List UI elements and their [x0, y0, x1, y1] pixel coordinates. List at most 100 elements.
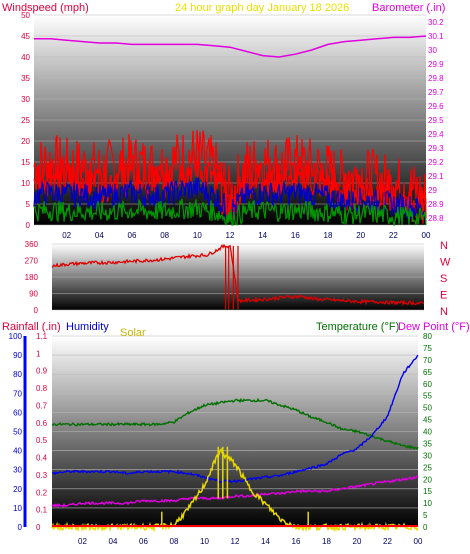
rain-axis-tick: 0.8 [36, 384, 48, 393]
wind-axis-tick: 15 [21, 158, 30, 167]
temperature-line [51, 397, 419, 451]
wind-series [33, 35, 427, 227]
temperature-axis-tick: 30 [423, 451, 432, 460]
time-axis-tick: 12 [226, 231, 235, 240]
time-axis-tick: 04 [109, 537, 118, 546]
wind-axis-tick: 45 [21, 32, 30, 41]
bottom-series [51, 354, 419, 533]
temperature-axis-tick: 20 [423, 475, 432, 484]
time-axis-tick: 20 [353, 537, 362, 546]
time-axis-tick: 08 [170, 537, 179, 546]
barometer-axis-tick: 30.2 [428, 18, 444, 27]
temperature-axis-tick: 10 [423, 499, 432, 508]
compass-label: E [440, 290, 447, 302]
temperature-axis-tick: 70 [423, 356, 432, 365]
rain-axis-tick: 1.1 [36, 332, 48, 341]
wind-axis-tick: 25 [21, 116, 30, 125]
temperature-axis-tick: 50 [423, 404, 432, 413]
time-axis-tick: 18 [322, 537, 331, 546]
barometer-axis-tick: 29.1 [428, 172, 444, 181]
windspeed-label: Windspeed (mph) [2, 2, 89, 14]
graph-title: 24 hour graph day January 18 2026 [175, 2, 349, 14]
barometer-axis-tick: 28.9 [428, 200, 444, 209]
barometer-axis-tick: 29.8 [428, 74, 444, 83]
direction-axis-tick: 360 [25, 240, 39, 249]
humidity-axis-tick: 10 [13, 504, 22, 513]
time-axis-tick: 10 [193, 231, 202, 240]
barometer-axis-tick: 29 [428, 186, 437, 195]
humidity-axis-tick: 0 [18, 523, 23, 532]
humidity-line [51, 354, 419, 484]
rain-axis-tick: 0.9 [36, 367, 48, 376]
time-axis-tick: 14 [261, 537, 270, 546]
time-axis-tick: 16 [291, 231, 300, 240]
time-axis-tick: 06 [139, 537, 148, 546]
humidity-label: Humidity [66, 321, 109, 333]
temperature-axis-tick: 55 [423, 392, 432, 401]
time-axis-tick: 16 [292, 537, 301, 546]
barometer-axis-tick: 30.1 [428, 32, 444, 41]
time-axis-tick: 00 [414, 537, 423, 546]
humidity-axis-tick: 90 [13, 351, 22, 360]
humidity-axis-tick: 80 [13, 370, 22, 379]
time-axis-tick: 02 [62, 231, 71, 240]
rain-axis-tick: 0.4 [36, 454, 48, 463]
direction-axis-tick: 0 [34, 306, 39, 315]
humidity-axis-tick: 50 [13, 428, 22, 437]
humidity-axis-tick: 30 [13, 466, 22, 475]
wind-axis-tick: 5 [26, 200, 31, 209]
compass-label: W [440, 257, 451, 269]
time-axis-tick: 20 [356, 231, 365, 240]
time-axis-tick: 22 [383, 537, 392, 546]
rain-axis-tick: 0.6 [36, 419, 48, 428]
wind-low-line [33, 198, 427, 227]
temperature-axis-tick: 40 [423, 428, 432, 437]
barometer-axis-tick: 29.9 [428, 60, 444, 69]
time-axis-tick: 04 [95, 231, 104, 240]
temperature-axis-tick: 0 [423, 523, 428, 532]
compass-label: N [440, 306, 448, 318]
barometer-axis-tick: 29.6 [428, 102, 444, 111]
time-axis-tick: 18 [324, 231, 333, 240]
barometer-axis-tick: 29.2 [428, 158, 444, 167]
temperature-axis-tick: 65 [423, 368, 432, 377]
wind-axis-tick: 10 [21, 179, 30, 188]
dewpoint-label: Dew Point (°F) [398, 321, 470, 333]
time-axis-tick: 14 [258, 231, 267, 240]
rain-axis-tick: 0.1 [36, 506, 48, 515]
direction-series [51, 243, 425, 310]
barometer-label: Barometer (.in) [372, 2, 445, 14]
humidity-axis-tick: 40 [13, 447, 22, 456]
wind-axis-tick: 30 [21, 95, 30, 104]
temperature-label: Temperature (°F) [316, 321, 399, 333]
rain-axis-tick: 1 [36, 349, 41, 358]
humidity-axis-tick: 100 [9, 332, 23, 341]
barometer-axis-tick: 30 [428, 46, 437, 55]
temperature-axis-tick: 45 [423, 416, 432, 425]
wind-axis-tick: 20 [21, 137, 30, 146]
rain-axis-tick: 0.2 [36, 488, 48, 497]
time-axis-tick: 06 [128, 231, 137, 240]
barometer-axis-tick: 29.3 [428, 144, 444, 153]
temperature-axis-tick: 25 [423, 463, 432, 472]
temperature-axis-tick: 35 [423, 439, 432, 448]
wind-axis-tick: 40 [21, 53, 30, 62]
direction-axis-tick: 90 [29, 290, 38, 299]
time-axis-tick: 02 [78, 537, 87, 546]
wind-axis-tick: 35 [21, 74, 30, 83]
rain-axis-tick: 0.7 [36, 401, 48, 410]
humidity-axis-tick: 20 [13, 485, 22, 494]
barometer-line [34, 35, 427, 58]
temperature-axis-tick: 75 [423, 344, 432, 353]
humidity-axis-tick: 60 [13, 408, 22, 417]
rainfall-label: Rainfall (.in) [2, 321, 61, 333]
temperature-axis-tick: 80 [423, 332, 432, 341]
barometer-axis-tick: 29.7 [428, 88, 444, 97]
time-axis-tick: 00 [422, 231, 431, 240]
rain-axis-tick: 0.3 [36, 471, 48, 480]
barometer-axis-tick: 29.5 [428, 116, 444, 125]
temperature-axis-tick: 60 [423, 380, 432, 389]
barometer-axis-tick: 28.8 [428, 214, 444, 223]
solar-label: Solar [120, 327, 146, 339]
